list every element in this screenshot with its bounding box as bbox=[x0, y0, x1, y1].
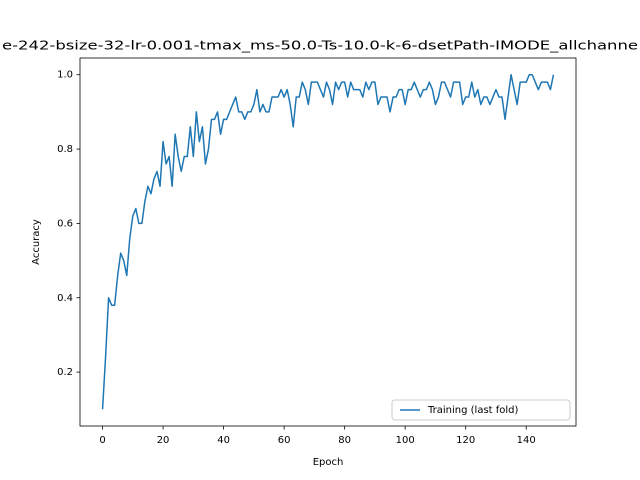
x-tick-label: 140 bbox=[517, 435, 536, 446]
y-tick-label: 0.4 bbox=[57, 293, 73, 304]
x-tick-label: 120 bbox=[456, 435, 475, 446]
x-tick-label: 0 bbox=[99, 435, 105, 446]
y-tick-label: 0.6 bbox=[57, 218, 73, 229]
x-axis-label: Epoch bbox=[313, 457, 344, 468]
legend-label: Training (last fold) bbox=[427, 405, 519, 416]
y-tick-label: 1.0 bbox=[57, 70, 73, 81]
x-tick-label: 20 bbox=[157, 435, 170, 446]
plot-frame bbox=[79, 57, 577, 427]
data-line bbox=[101, 73, 555, 410]
y-axis-label: Accuracy bbox=[31, 219, 42, 265]
x-tick-label: 100 bbox=[396, 435, 415, 446]
y-tick-label: 0.8 bbox=[57, 144, 73, 155]
y-tick-label: 0.2 bbox=[57, 367, 73, 378]
chart-title: e-242-bsize-32-lr-0.001-tmax_ms-50.0-Ts-… bbox=[2, 39, 638, 53]
x-tick-label: 40 bbox=[217, 435, 230, 446]
x-tick-label: 80 bbox=[338, 435, 351, 446]
legend-box bbox=[391, 399, 571, 421]
x-tick-label: 60 bbox=[278, 435, 291, 446]
